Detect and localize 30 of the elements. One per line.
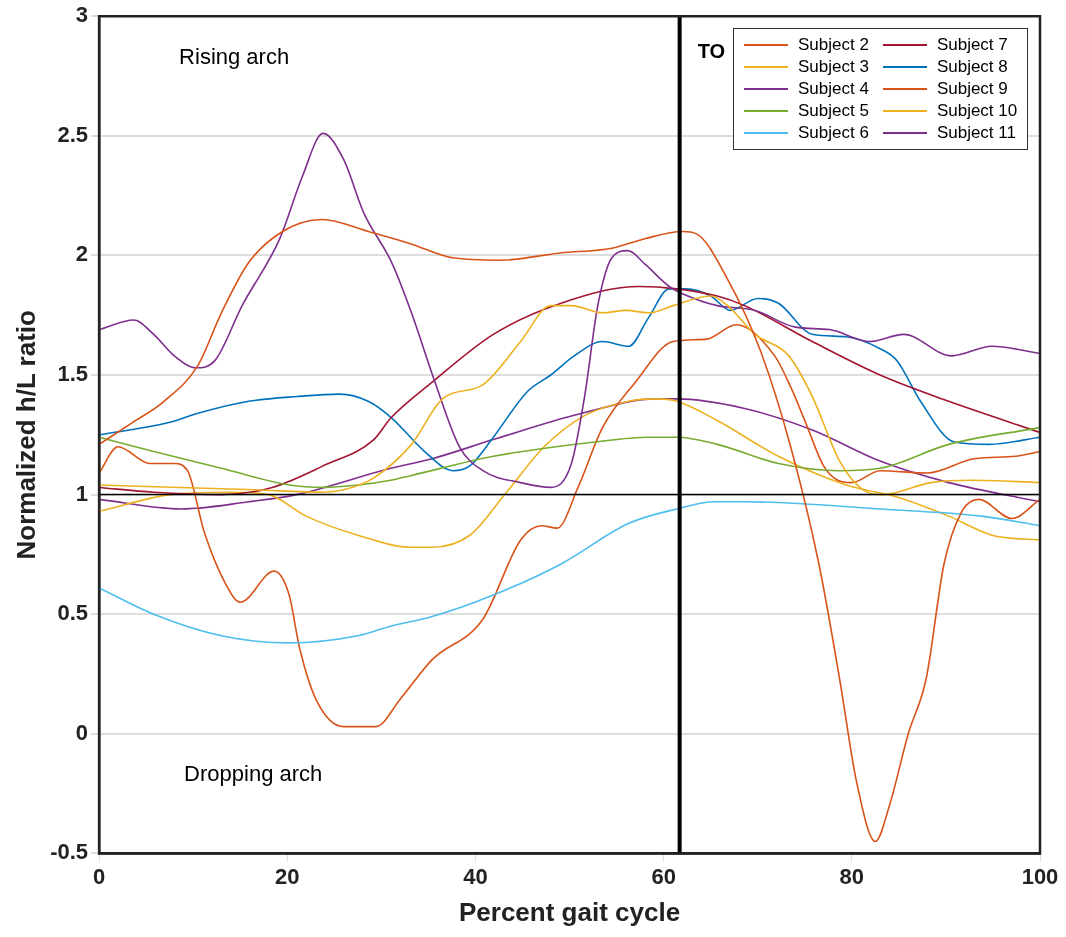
ref-line-label: TO: [697, 39, 726, 62]
x-tick-label: 20: [275, 863, 300, 889]
annotation: Dropping arch: [184, 761, 323, 787]
legend-label: Subject 6: [798, 123, 869, 144]
legend-label: Subject 5: [798, 101, 869, 122]
y-axis-title: Normalized h/L ratio: [10, 310, 41, 560]
y-tick-label: 2.5: [57, 121, 89, 147]
legend-label: Subject 7: [936, 35, 1008, 56]
x-tick-label: 40: [463, 863, 488, 889]
legend-label: Subject 4: [798, 79, 869, 100]
y-tick-label: 2: [75, 241, 89, 267]
y-tick-label: 1: [75, 480, 89, 506]
legend-label: Subject 9: [936, 79, 1008, 100]
y-tick-label: 3: [75, 2, 89, 28]
y-tick-label: 0: [75, 719, 89, 745]
x-tick-label: 100: [1021, 863, 1059, 889]
line-series: [99, 426, 1040, 489]
legend-label: Subject 8: [936, 57, 1008, 78]
x-tick-label: 60: [651, 863, 676, 889]
legend-label: Subject 11: [936, 123, 1016, 144]
legend-label: Subject 10: [936, 101, 1018, 122]
x-tick-label: 0: [92, 863, 106, 889]
y-tick-label: -0.5: [50, 839, 89, 865]
x-axis-title: Percent gait cycle: [458, 896, 681, 927]
annotation: Rising arch: [179, 44, 290, 70]
y-tick-label: 0.5: [57, 600, 89, 626]
legend-label: Subject 2: [798, 35, 869, 56]
legend-label: Subject 3: [798, 57, 869, 78]
y-tick-label: 1.5: [57, 361, 89, 387]
x-tick-label: 80: [839, 863, 865, 889]
